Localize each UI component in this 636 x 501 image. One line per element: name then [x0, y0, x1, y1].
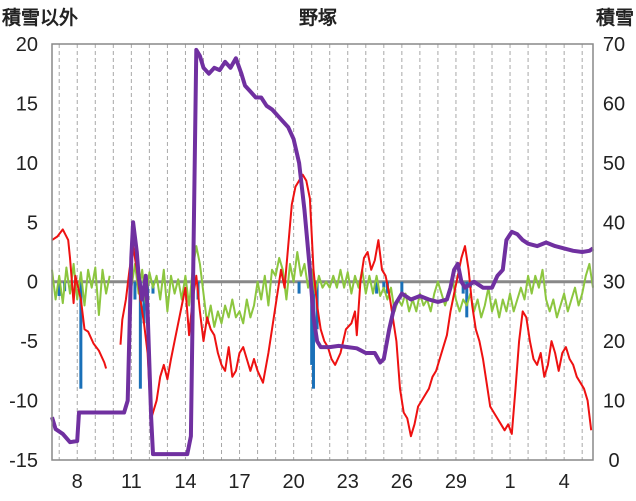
- precipitation-bar: [79, 281, 83, 389]
- right-tick-label: 10: [603, 391, 625, 413]
- series-line-snow_depth: [50, 47, 595, 457]
- precipitation-bar: [133, 281, 137, 300]
- precipitation-bar: [465, 281, 469, 318]
- right-tick-label: 60: [603, 93, 625, 115]
- left-tick-label: -15: [9, 450, 38, 472]
- precipitation-bar: [297, 281, 301, 294]
- right-axis: 0 10 20 30 40 50 60 70: [603, 34, 625, 472]
- left-tick-label: 15: [16, 93, 38, 115]
- x-tick-label: 1: [504, 471, 515, 493]
- right-tick-label: 20: [603, 331, 625, 353]
- x-tick-label: 17: [228, 471, 250, 493]
- precipitation-bar: [382, 281, 386, 288]
- precipitation-bar: [311, 281, 315, 389]
- precipitation-bar: [375, 281, 379, 294]
- x-tick-label: 14: [174, 471, 196, 493]
- right-tick-label: 40: [603, 212, 625, 234]
- right-tick-label: 70: [603, 34, 625, 56]
- right-tick-label: 50: [603, 153, 625, 175]
- x-tick-label: 4: [559, 471, 570, 493]
- x-tick-label: 11: [121, 471, 142, 493]
- left-tick-label: 5: [27, 212, 38, 234]
- plot-frame: [51, 43, 594, 461]
- left-tick-label: 10: [16, 153, 38, 175]
- series-lines: [50, 47, 595, 457]
- left-axis: -15 -10 -5 0 5 10 15 20: [9, 34, 38, 472]
- precipitation-bar: [400, 281, 404, 294]
- right-tick-label: 30: [603, 272, 625, 294]
- x-tick-label: 23: [337, 471, 359, 493]
- x-axis: 8 11 14 17 20 23 26 29 1 4: [72, 471, 570, 493]
- grid: [58, 44, 583, 460]
- left-tick-label: 0: [27, 272, 38, 294]
- left-tick-label: 20: [16, 34, 38, 56]
- precipitation-bar: [142, 281, 146, 324]
- x-tick-label: 8: [72, 471, 83, 493]
- precipitation-bar: [138, 281, 142, 389]
- x-tick-label: 20: [283, 471, 305, 493]
- chart-title: 野塚: [299, 7, 337, 29]
- left-tick-label: -5: [20, 331, 38, 353]
- right-axis-label: 積雪: [596, 6, 634, 29]
- left-tick-label: -10: [9, 391, 38, 413]
- precipitation-bar: [57, 281, 61, 296]
- precipitation-bar: [310, 281, 314, 365]
- right-tick-label: 0: [608, 450, 619, 472]
- x-tick-label: 29: [445, 471, 467, 493]
- x-tick-label: 26: [391, 471, 413, 493]
- left-axis-label: 積雪以外: [2, 6, 78, 29]
